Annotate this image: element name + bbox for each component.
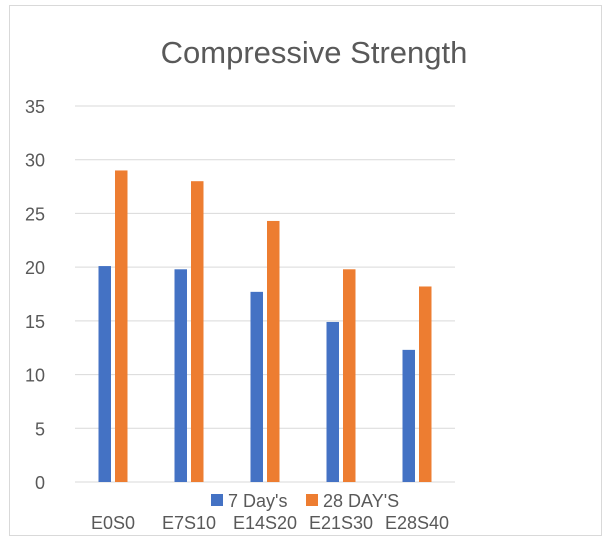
x-tick-label: E0S0: [91, 513, 135, 533]
y-tick-label: 15: [25, 312, 45, 332]
y-tick-label: 35: [25, 97, 45, 117]
x-tick-label: E28S40: [385, 513, 449, 533]
bar-E14S20-series-2: [267, 220, 280, 482]
bar-E14S20-series-1: [250, 291, 263, 482]
bar-E7S10-series-2: [191, 181, 204, 482]
x-tick-label: E7S10: [162, 513, 216, 533]
x-tick-label: E21S30: [309, 513, 373, 533]
legend-label: 7 Day's: [228, 491, 287, 511]
chart-title: Compressive Strength: [161, 35, 468, 70]
bar-E21S30-series-2: [343, 269, 356, 482]
y-tick-label: 10: [25, 366, 45, 386]
bar-E7S10-series-1: [174, 269, 187, 482]
legend: 7 Day's 28 DAY'S: [211, 491, 399, 511]
legend-label: 28 DAY'S: [323, 491, 399, 511]
x-axis-ticks: E0S0 E7S10 E14S20 E21S30 E28S40: [91, 513, 449, 533]
legend-swatch: [211, 494, 223, 506]
gridlines: [75, 105, 455, 483]
chart-frame: [9, 5, 602, 536]
y-axis-ticks: 0 5 10 15 20 25 30 35: [25, 97, 45, 493]
bar-E28S40-series-2: [419, 286, 432, 482]
y-tick-label: 25: [25, 204, 45, 224]
legend-swatch: [306, 494, 318, 506]
bar-E28S40-series-1: [402, 349, 415, 482]
bar-E21S30-series-1: [326, 321, 339, 482]
y-tick-label: 20: [25, 258, 45, 278]
y-tick-label: 5: [35, 419, 45, 439]
bar-E0S0-series-1: [98, 266, 111, 482]
x-tick-label: E14S20: [233, 513, 297, 533]
bar-E0S0-series-2: [115, 170, 128, 482]
y-tick-label: 30: [25, 151, 45, 171]
y-tick-label: 0: [35, 473, 45, 493]
bars: [98, 170, 432, 482]
